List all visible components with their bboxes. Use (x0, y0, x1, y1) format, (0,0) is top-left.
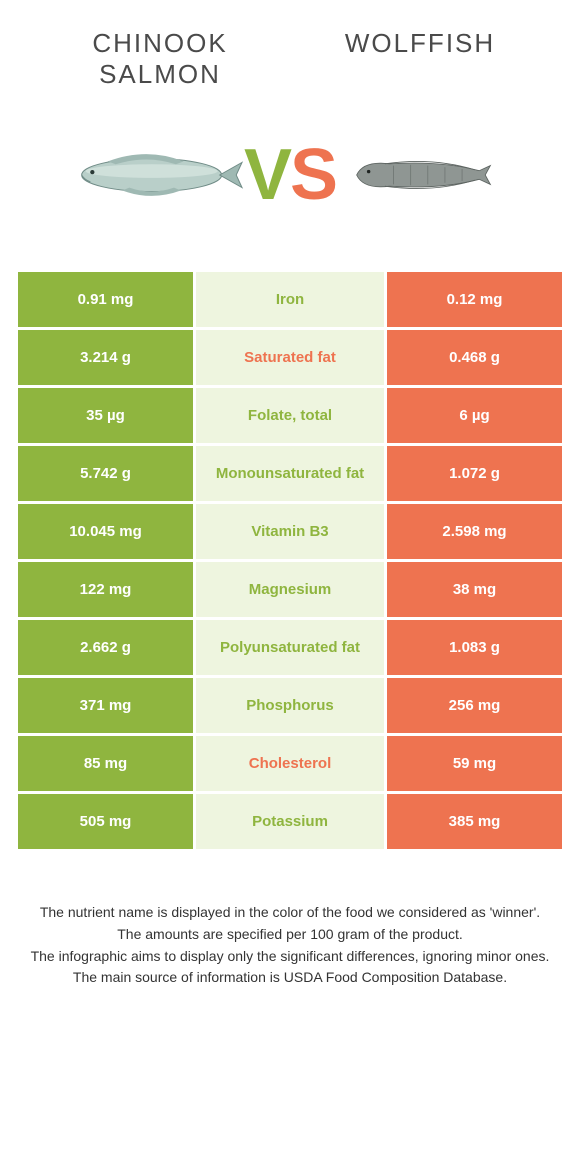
right-value: 0.12 mg (384, 272, 562, 327)
nutrient-label: Magnesium (196, 562, 384, 617)
nutrient-label: Vitamin B3 (196, 504, 384, 559)
table-row: 505 mgPotassium385 mg (18, 794, 562, 852)
header: CHINOOK SALMON WOLFFISH (0, 0, 580, 100)
nutrient-label: Saturated fat (196, 330, 384, 385)
vs-label: VS (244, 134, 336, 216)
left-value: 505 mg (18, 794, 196, 849)
table-row: 0.91 mgIron0.12 mg (18, 272, 562, 330)
table-row: 122 mgMagnesium38 mg (18, 562, 562, 620)
vs-v: V (244, 134, 290, 216)
right-value: 38 mg (384, 562, 562, 617)
nutrient-label: Iron (196, 272, 384, 327)
nutrient-label: Potassium (196, 794, 384, 849)
right-value: 59 mg (384, 736, 562, 791)
nutrient-label: Polyunsaturated fat (196, 620, 384, 675)
left-value: 122 mg (18, 562, 196, 617)
left-value: 3.214 g (18, 330, 196, 385)
left-value: 10.045 mg (18, 504, 196, 559)
footnote-line: The nutrient name is displayed in the co… (28, 902, 552, 924)
footnotes: The nutrient name is displayed in the co… (0, 852, 580, 989)
left-value: 85 mg (18, 736, 196, 791)
table-row: 3.214 gSaturated fat0.468 g (18, 330, 562, 388)
food-image-left (69, 120, 244, 230)
vs-s: S (290, 134, 336, 216)
salmon-icon (69, 140, 244, 210)
nutrient-label: Phosphorus (196, 678, 384, 733)
left-value: 2.662 g (18, 620, 196, 675)
wolffish-icon (336, 145, 511, 205)
table-row: 85 mgCholesterol59 mg (18, 736, 562, 794)
right-value: 1.083 g (384, 620, 562, 675)
footnote-line: The infographic aims to display only the… (28, 946, 552, 968)
table-row: 10.045 mgVitamin B32.598 mg (18, 504, 562, 562)
right-value: 2.598 mg (384, 504, 562, 559)
left-value: 371 mg (18, 678, 196, 733)
right-value: 1.072 g (384, 446, 562, 501)
left-value: 5.742 g (18, 446, 196, 501)
table-row: 2.662 gPolyunsaturated fat1.083 g (18, 620, 562, 678)
nutrient-label: Monounsaturated fat (196, 446, 384, 501)
right-value: 385 mg (384, 794, 562, 849)
vs-row: VS (0, 100, 580, 270)
nutrient-label: Cholesterol (196, 736, 384, 791)
table-row: 371 mgPhosphorus256 mg (18, 678, 562, 736)
nutrient-table: 0.91 mgIron0.12 mg3.214 gSaturated fat0.… (18, 270, 562, 852)
footnote-line: The main source of information is USDA F… (28, 967, 552, 989)
food-title-left: CHINOOK SALMON (60, 28, 260, 90)
nutrient-label: Folate, total (196, 388, 384, 443)
right-value: 0.468 g (384, 330, 562, 385)
left-value: 35 µg (18, 388, 196, 443)
table-row: 5.742 gMonounsaturated fat1.072 g (18, 446, 562, 504)
table-row: 35 µgFolate, total6 µg (18, 388, 562, 446)
left-value: 0.91 mg (18, 272, 196, 327)
right-value: 6 µg (384, 388, 562, 443)
footnote-line: The amounts are specified per 100 gram o… (28, 924, 552, 946)
food-image-right (336, 120, 511, 230)
right-value: 256 mg (384, 678, 562, 733)
food-title-right: WOLFFISH (320, 28, 520, 90)
